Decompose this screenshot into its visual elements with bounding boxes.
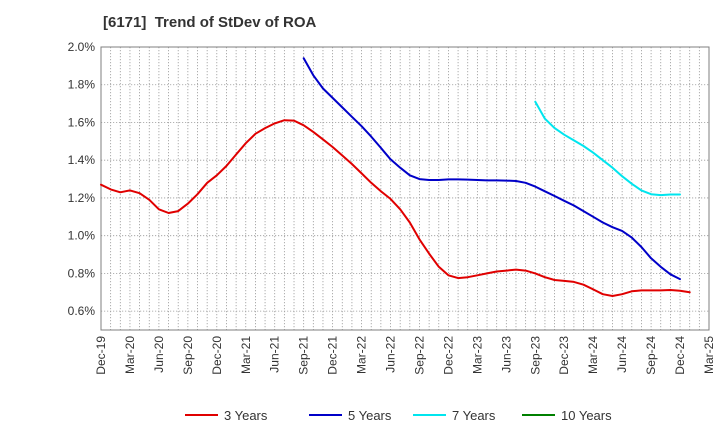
legend-label: 5 Years [348,408,392,423]
x-tick-label: Dec-20 [210,336,224,375]
x-tick-label: Dec-24 [673,336,687,375]
x-tick-label: Dec-22 [441,336,455,375]
y-tick-label: 1.8% [68,78,96,92]
plot-frame [100,46,710,331]
x-tick-label: Jun-20 [152,336,166,373]
y-tick-label: 1.4% [68,153,96,167]
x-tick-label: Mar-25 [702,336,716,374]
series-line [534,100,681,197]
x-tick-label: Jun-24 [615,336,629,373]
x-tick-label: Sep-20 [181,336,195,375]
legend-label: 3 Years [224,408,268,423]
axes: 0.6% 0.8% 1.0% 1.2% 1.4% 1.6% 1.8% 2.0% Dec-19 Ma… [68,40,716,375]
y-tick-label: 2.0% [68,40,96,54]
x-tick-label: Jun-22 [384,336,398,373]
y-tick-label: 1.6% [68,115,96,129]
x-tick-label: Mar-20 [123,336,137,374]
x-tick-label: Dec-21 [326,336,340,375]
grid [101,46,709,330]
x-tick-label: Mar-21 [239,336,253,374]
chart-title: [6171] Trend of StDev of ROA [103,14,317,31]
legend: 3 Years 5 Years 7 Years 10 Years [185,408,612,423]
x-tick-label: Mar-23 [470,336,484,374]
x-tick-label: Sep-24 [644,336,658,375]
y-tick-label: 1.0% [68,229,96,243]
x-tick-label: Dec-23 [557,336,571,375]
series-line [100,119,691,297]
y-tick-label: 0.6% [68,304,96,318]
series-lines [100,57,691,297]
x-tick-label: Mar-22 [355,336,369,374]
x-tick-label: Sep-23 [528,336,542,375]
series-line [302,57,681,281]
legend-label: 7 Years [452,408,496,423]
x-tick-label: Dec-19 [94,336,108,375]
x-tick-label: Sep-21 [297,336,311,375]
x-tick-label: Jun-21 [268,336,282,373]
legend-label: 10 Years [561,408,612,423]
y-tick-label: 0.8% [68,266,96,280]
y-tick-label: 1.2% [68,191,96,205]
x-tick-label: Jun-23 [499,336,513,373]
x-tick-label: Sep-22 [412,336,426,375]
x-tick-label: Mar-24 [586,336,600,374]
